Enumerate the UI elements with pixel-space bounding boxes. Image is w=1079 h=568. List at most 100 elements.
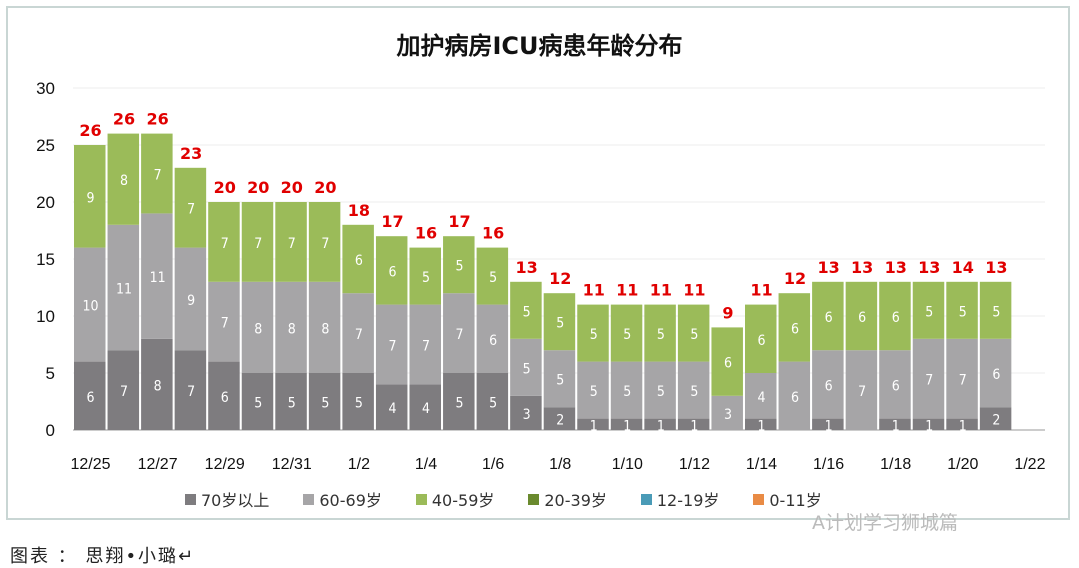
x-tick-label: 12/27 [138, 456, 178, 473]
total-label: 26 [146, 110, 168, 129]
bar-segment [979, 338, 1012, 408]
bar-segment [510, 338, 542, 396]
segment-label: 1 [590, 418, 598, 434]
segment-label: 1 [925, 418, 933, 434]
segment-label: 11 [116, 282, 132, 298]
segment-label: 6 [757, 333, 765, 349]
segment-label: 5 [623, 327, 631, 343]
segment-label: 7 [288, 236, 296, 252]
total-label: 11 [683, 281, 705, 300]
bar-segment [107, 350, 140, 430]
total-label: 26 [79, 121, 101, 140]
y-tick-label: 15 [36, 250, 55, 269]
segment-label: 6 [858, 310, 866, 326]
bar-segment [543, 293, 576, 351]
total-label: 11 [583, 281, 605, 300]
legend-label: 12-19岁 [656, 491, 720, 510]
chart-title: 加护病房ICU病患年龄分布 [396, 32, 683, 60]
segment-label: 7 [221, 316, 229, 332]
segment-label: 6 [355, 253, 363, 269]
segment-label: 8 [154, 378, 162, 394]
segment-label: 5 [690, 327, 698, 343]
legend-label: 40-59岁 [431, 491, 495, 510]
x-tick-label: 1/14 [746, 456, 777, 473]
bar-segment [308, 373, 341, 430]
segment-label: 5 [556, 316, 564, 332]
x-tick-label: 1/10 [612, 456, 643, 473]
bar-segment [845, 350, 878, 430]
bar-segment [946, 338, 978, 419]
bar-segment [476, 304, 509, 373]
segment-label: 8 [120, 173, 128, 189]
bar-segment [241, 373, 274, 430]
bar-segment [879, 350, 911, 419]
segment-label: 5 [959, 304, 967, 320]
total-label: 17 [381, 212, 403, 231]
total-label: 26 [113, 110, 135, 129]
segment-label: 5 [456, 396, 464, 412]
segment-label: 2 [992, 413, 1000, 429]
bar-segment [879, 281, 911, 351]
segment-label: 7 [221, 236, 229, 252]
bar-segment [677, 304, 710, 362]
bar-segment [510, 395, 542, 430]
bar-segment [308, 202, 341, 282]
segment-label: 8 [321, 321, 329, 337]
segment-label: 7 [154, 168, 162, 184]
segment-label: 1 [657, 418, 665, 434]
total-label: 14 [952, 258, 974, 277]
legend-item: 0-11岁 [753, 487, 822, 511]
y-tick-label: 20 [36, 193, 55, 212]
segment-label: 9 [187, 293, 195, 309]
bar-segment [745, 418, 777, 430]
x-tick-label: 1/20 [947, 456, 978, 473]
segment-label: 1 [959, 418, 967, 434]
bar-segment [375, 236, 408, 305]
x-tick-label: 12/25 [70, 456, 110, 473]
watermark: A计划学习狮城篇 [812, 512, 958, 534]
segment-label: 5 [422, 270, 430, 286]
bar-segment [745, 373, 777, 419]
segment-label: 3 [523, 407, 531, 423]
segment-label: 7 [355, 327, 363, 343]
segment-label: 1 [757, 418, 765, 434]
total-label: 9 [722, 303, 733, 322]
total-label: 20 [214, 178, 236, 197]
bar-segment [375, 384, 408, 430]
bar-segment [74, 247, 106, 362]
x-tick-label: 1/4 [415, 456, 437, 473]
segment-label: 5 [590, 327, 598, 343]
segment-label: 5 [690, 384, 698, 400]
segment-label: 5 [925, 304, 933, 320]
x-tick-label: 1/16 [813, 456, 844, 473]
segment-label: 5 [489, 270, 497, 286]
segment-label: 5 [355, 396, 363, 412]
bar-segment [208, 361, 240, 430]
segment-label: 6 [489, 333, 497, 349]
total-label: 13 [516, 258, 538, 277]
segment-label: 1 [623, 418, 631, 434]
bar-segment [644, 418, 676, 430]
total-label: 17 [448, 212, 470, 231]
total-label: 11 [750, 281, 772, 300]
bar-segment [577, 304, 609, 362]
segment-label: 5 [288, 396, 296, 412]
x-tick-label: 1/22 [1014, 456, 1045, 473]
total-label: 13 [851, 258, 873, 277]
segment-label: 7 [422, 339, 430, 355]
bar-segment [812, 418, 844, 430]
total-label: 20 [281, 178, 303, 197]
x-tick-label: 1/18 [880, 456, 911, 473]
bar-segment [812, 350, 844, 419]
legend-item: 40-59岁 [415, 487, 495, 511]
bar-segment [879, 418, 911, 430]
legend-swatch [415, 493, 427, 505]
segment-label: 5 [523, 304, 531, 320]
legend-swatch [753, 493, 765, 505]
bar-segment [241, 281, 274, 373]
bar-segment [443, 236, 475, 294]
bar-segment [74, 361, 106, 430]
segment-label: 5 [489, 396, 497, 412]
segment-label: 6 [388, 264, 396, 280]
